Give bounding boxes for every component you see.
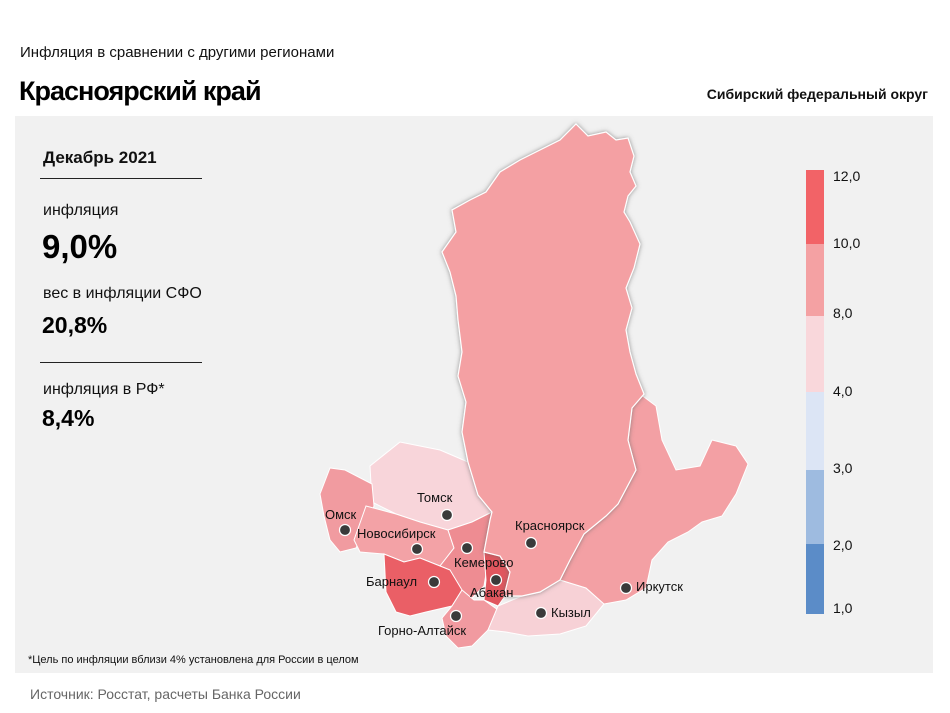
legend-swatch-2 [806, 316, 824, 392]
legend: 12,0 10,0 8,0 4,0 3,0 2,0 1,0 [806, 168, 860, 616]
legend-swatch-5 [806, 544, 824, 614]
city-dot-novosibirsk [410, 542, 424, 556]
city-label-kyzyl: Кызыл [551, 605, 591, 620]
city-label-irkutsk: Иркутск [636, 579, 683, 594]
legend-tick-label: 4,0 [833, 383, 853, 399]
city-dot-abakan [489, 573, 503, 587]
page-title: Красноярский край [19, 76, 262, 106]
legend-swatch-4 [806, 470, 824, 544]
legend-swatch-3 [806, 392, 824, 470]
city-dot-barnaul [427, 575, 441, 589]
legend-tick-label: 3,0 [833, 460, 853, 476]
city-markers: Томск Омск Новосибирск Кемерово Краснояр… [325, 490, 683, 638]
legend-tick-label: 12,0 [833, 168, 860, 184]
city-label-kemerovo: Кемерово [454, 555, 513, 570]
legend-tick-label: 8,0 [833, 305, 853, 321]
city-dot-gorno-altaysk [449, 609, 463, 623]
region-krasnoyarsk [441, 123, 645, 597]
source-note: Источник: Росстат, расчеты Банка России [30, 686, 301, 702]
inflation-value: 9,0% [42, 228, 118, 265]
city-dot-irkutsk [619, 581, 633, 595]
city-dot-tomsk [440, 508, 454, 522]
city-dot-omsk [338, 523, 352, 537]
city-label-krasnoyarsk: Красноярск [515, 518, 585, 533]
period-label: Декабрь 2021 [43, 148, 157, 167]
legend-tick-label: 1,0 [833, 600, 853, 616]
city-label-omsk: Омск [325, 507, 357, 522]
rf-inflation-label: инфляция в РФ* [43, 381, 165, 398]
city-label-abakan: Абакан [470, 585, 513, 600]
city-dot-kyzyl [534, 606, 548, 620]
weight-value: 20,8% [42, 312, 108, 338]
city-label-tomsk: Томск [417, 490, 453, 505]
inflation-label: инфляция [43, 202, 119, 219]
legend-tick-label: 2,0 [833, 537, 853, 553]
divider-top [40, 178, 202, 179]
city-dot-kemerovo [460, 541, 474, 555]
district-label: Сибирский федеральный округ [706, 86, 928, 102]
legend-swatch-0 [806, 170, 824, 244]
city-label-novosibirsk: Новосибирск [357, 526, 436, 541]
city-dot-krasnoyarsk [524, 536, 538, 550]
page-subtitle: Инфляция в сравнении с другими регионами [20, 44, 335, 61]
rf-inflation-value: 8,4% [42, 405, 95, 431]
divider-bottom [40, 362, 202, 363]
legend-swatch-1 [806, 244, 824, 316]
city-label-barnaul: Барнаул [366, 574, 417, 589]
city-label-gorno-altaysk: Горно-Алтайск [378, 623, 466, 638]
weight-label: вес в инфляции СФО [43, 285, 202, 302]
footnote: *Цель по инфляции вблизи 4% установлена … [28, 654, 359, 666]
legend-tick-label: 10,0 [833, 235, 860, 251]
